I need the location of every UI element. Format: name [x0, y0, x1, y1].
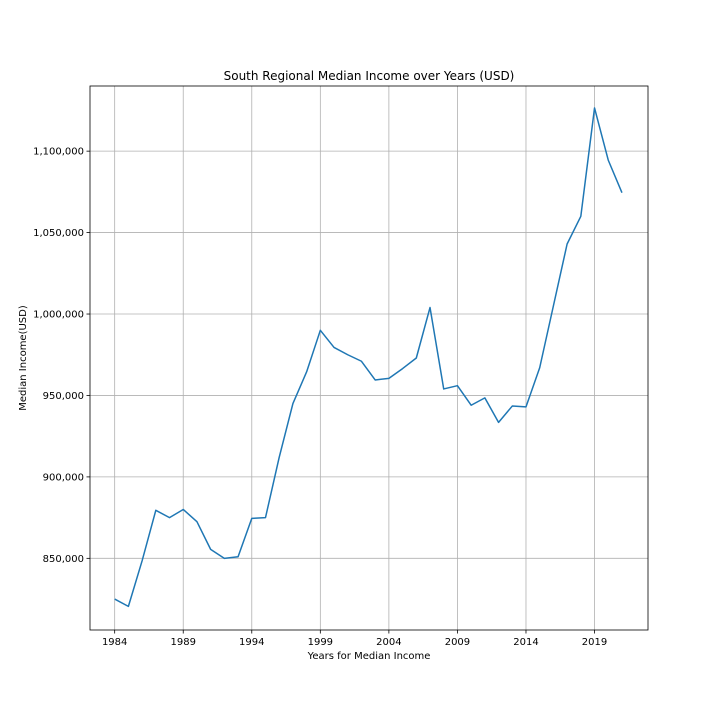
x-tick-label: 1994	[239, 637, 264, 648]
y-tick-label: 900,000	[43, 472, 84, 483]
x-tick-label: 1999	[308, 637, 333, 648]
y-tick-label: 850,000	[43, 554, 84, 565]
chart-title: South Regional Median Income over Years …	[224, 69, 515, 83]
y-axis-ticks: 850,000 900,000 950,000 1,000,000 1,050,000 1…	[33, 147, 90, 565]
x-axis-label: Years for Median Income	[307, 651, 431, 662]
x-axis-ticks: 1984 1989 1994 1999 2004 2009 2014 2019	[102, 630, 607, 648]
y-tick-label: 1,000,000	[33, 310, 84, 321]
y-tick-label: 1,100,000	[33, 147, 84, 158]
x-tick-label: 1984	[102, 637, 127, 648]
y-axis-label: Median Income(USD)	[18, 305, 29, 411]
plot-frame	[89, 85, 649, 631]
y-tick-label: 1,050,000	[33, 228, 84, 239]
x-tick-label: 2009	[445, 637, 470, 648]
x-tick-label: 1989	[171, 637, 196, 648]
x-tick-label: 2004	[376, 637, 401, 648]
series-line	[114, 107, 623, 608]
y-tick-label: 950,000	[43, 391, 84, 402]
x-tick-label: 2019	[582, 637, 607, 648]
grid-lines	[90, 86, 648, 630]
x-tick-label: 2014	[513, 637, 538, 648]
series-lines	[114, 107, 623, 608]
